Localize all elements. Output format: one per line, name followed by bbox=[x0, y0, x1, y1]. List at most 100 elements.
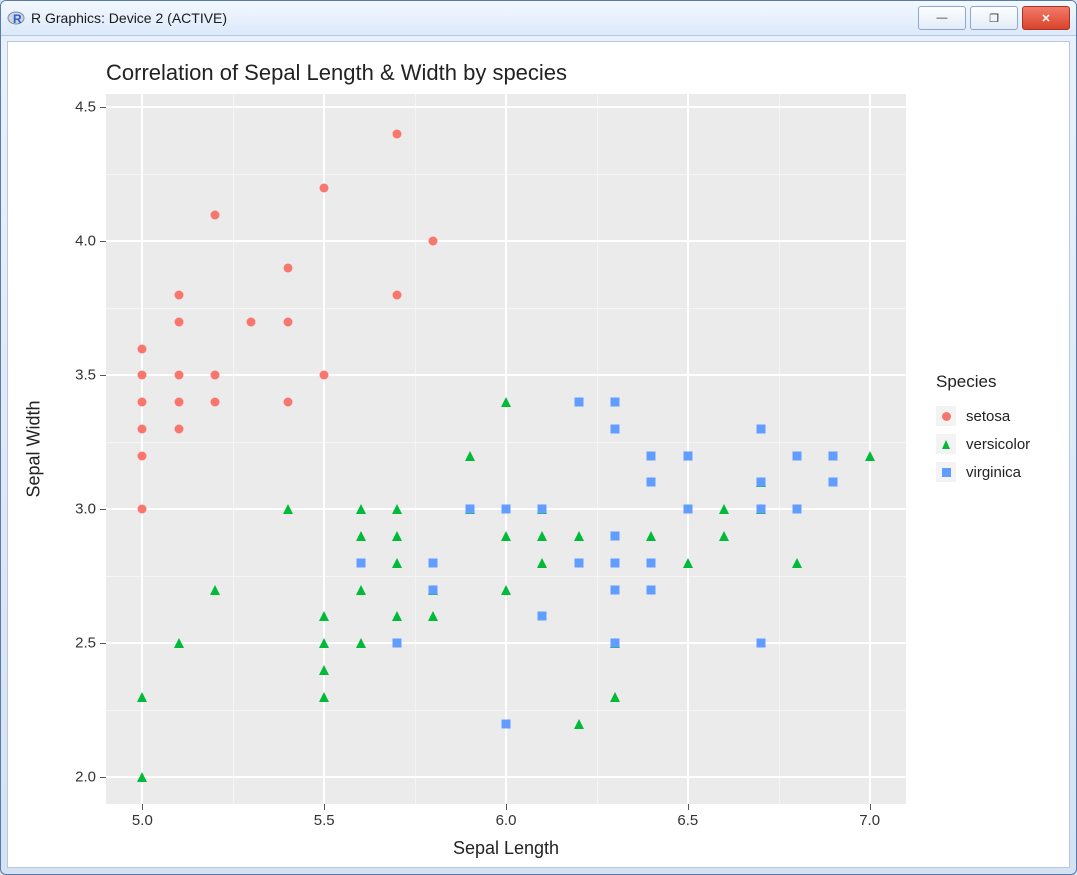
point-virginica bbox=[756, 424, 765, 433]
point-virginica bbox=[611, 585, 620, 594]
grid-major-h bbox=[106, 642, 906, 644]
grid-major-v bbox=[505, 94, 507, 804]
x-tick-label: 6.5 bbox=[677, 812, 698, 829]
minimize-icon: — bbox=[937, 12, 948, 24]
point-virginica bbox=[611, 424, 620, 433]
point-virginica bbox=[611, 558, 620, 567]
point-versicolor bbox=[683, 558, 693, 568]
point-setosa bbox=[138, 424, 147, 433]
point-versicolor bbox=[574, 531, 584, 541]
point-versicolor bbox=[392, 531, 402, 541]
r-app-icon: R bbox=[7, 9, 25, 27]
point-virginica bbox=[502, 719, 511, 728]
x-tick-label: 5.5 bbox=[314, 812, 335, 829]
point-versicolor bbox=[392, 558, 402, 568]
point-virginica bbox=[647, 585, 656, 594]
svg-text:R: R bbox=[13, 12, 22, 26]
point-virginica bbox=[611, 398, 620, 407]
y-tick-mark bbox=[100, 509, 106, 510]
point-setosa bbox=[392, 290, 401, 299]
point-setosa bbox=[320, 183, 329, 192]
legend-swatch bbox=[936, 434, 956, 454]
x-tick-mark bbox=[870, 804, 871, 810]
point-virginica bbox=[756, 639, 765, 648]
x-tick-mark bbox=[324, 804, 325, 810]
point-virginica bbox=[538, 612, 547, 621]
point-virginica bbox=[647, 478, 656, 487]
point-versicolor bbox=[501, 585, 511, 595]
titlebar[interactable]: R R Graphics: Device 2 (ACTIVE) — ❐ ✕ bbox=[1, 1, 1076, 36]
point-versicolor bbox=[465, 451, 475, 461]
point-versicolor bbox=[719, 531, 729, 541]
app-window: R R Graphics: Device 2 (ACTIVE) — ❐ ✕ Co… bbox=[0, 0, 1077, 875]
close-icon: ✕ bbox=[1041, 12, 1050, 25]
legend-label: setosa bbox=[966, 408, 1010, 425]
point-versicolor bbox=[428, 611, 438, 621]
legend-label: virginica bbox=[966, 464, 1021, 481]
y-tick-label: 4.0 bbox=[68, 233, 96, 250]
y-tick-label: 2.5 bbox=[68, 635, 96, 652]
grid-major-h bbox=[106, 106, 906, 108]
point-versicolor bbox=[501, 531, 511, 541]
point-setosa bbox=[211, 210, 220, 219]
point-setosa bbox=[283, 317, 292, 326]
point-setosa bbox=[138, 398, 147, 407]
y-tick-mark bbox=[100, 643, 106, 644]
point-versicolor bbox=[356, 504, 366, 514]
point-setosa bbox=[174, 424, 183, 433]
x-tick-mark bbox=[506, 804, 507, 810]
point-virginica bbox=[829, 451, 838, 460]
legend-label: versicolor bbox=[966, 436, 1030, 453]
grid-major-v bbox=[869, 94, 871, 804]
legend-title: Species bbox=[936, 372, 1030, 392]
point-versicolor bbox=[319, 611, 329, 621]
point-versicolor bbox=[646, 531, 656, 541]
point-virginica bbox=[683, 451, 692, 460]
point-virginica bbox=[429, 585, 438, 594]
point-virginica bbox=[647, 451, 656, 460]
point-versicolor bbox=[356, 585, 366, 595]
point-setosa bbox=[138, 344, 147, 353]
point-setosa bbox=[211, 371, 220, 380]
point-versicolor bbox=[537, 558, 547, 568]
point-versicolor bbox=[283, 504, 293, 514]
point-virginica bbox=[683, 505, 692, 514]
point-versicolor bbox=[501, 397, 511, 407]
point-versicolor bbox=[392, 611, 402, 621]
point-virginica bbox=[574, 398, 583, 407]
y-tick-mark bbox=[100, 241, 106, 242]
y-tick-mark bbox=[100, 375, 106, 376]
window-controls: — ❐ ✕ bbox=[918, 6, 1070, 30]
point-versicolor bbox=[392, 504, 402, 514]
grid-major-h bbox=[106, 776, 906, 778]
legend-item-versicolor: versicolor bbox=[936, 430, 1030, 458]
x-tick-label: 7.0 bbox=[859, 812, 880, 829]
minimize-button[interactable]: — bbox=[918, 6, 966, 30]
grid-minor-v bbox=[779, 94, 780, 804]
point-virginica bbox=[756, 505, 765, 514]
window-title: R Graphics: Device 2 (ACTIVE) bbox=[31, 10, 227, 26]
point-versicolor bbox=[210, 585, 220, 595]
close-button[interactable]: ✕ bbox=[1022, 6, 1070, 30]
point-setosa bbox=[174, 290, 183, 299]
point-versicolor bbox=[137, 692, 147, 702]
point-setosa bbox=[174, 398, 183, 407]
legend-item-virginica: virginica bbox=[936, 458, 1030, 486]
point-virginica bbox=[829, 478, 838, 487]
point-versicolor bbox=[574, 719, 584, 729]
point-versicolor bbox=[319, 692, 329, 702]
x-tick-label: 6.0 bbox=[496, 812, 517, 829]
point-virginica bbox=[792, 505, 801, 514]
point-versicolor bbox=[356, 638, 366, 648]
grid-minor-v bbox=[233, 94, 234, 804]
point-virginica bbox=[502, 505, 511, 514]
point-virginica bbox=[647, 558, 656, 567]
y-tick-mark bbox=[100, 777, 106, 778]
point-virginica bbox=[392, 639, 401, 648]
maximize-button[interactable]: ❐ bbox=[970, 6, 1018, 30]
y-tick-label: 4.5 bbox=[68, 99, 96, 116]
point-versicolor bbox=[319, 638, 329, 648]
x-tick-mark bbox=[142, 804, 143, 810]
legend: Species setosa versicolor virginica bbox=[936, 372, 1030, 486]
point-setosa bbox=[283, 264, 292, 273]
